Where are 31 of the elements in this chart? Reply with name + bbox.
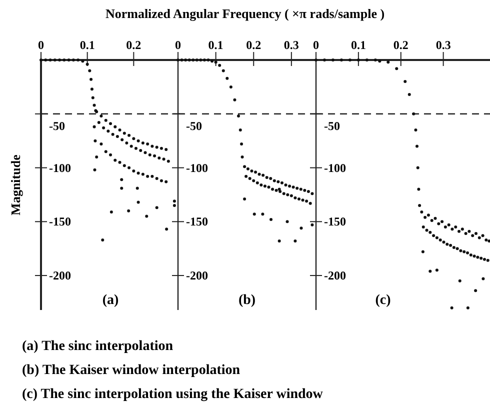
x-tick-label: 0.2 [393, 38, 408, 52]
text: (a) The sinc interpolation [22, 339, 174, 354]
x-tick-label: 0.2 [246, 38, 262, 52]
y-tick-label: -150 [49, 214, 71, 229]
x-tick-label: 0.1 [208, 38, 224, 52]
y-tick-label: -50 [324, 118, 340, 133]
y-tick-label: -200 [186, 268, 208, 283]
y-tick-label: -150 [324, 214, 346, 229]
x-tick-label: 0.1 [80, 38, 95, 52]
annotation: (c) [375, 293, 392, 308]
y-tick-label: -100 [324, 160, 346, 175]
y-tick-label: -200 [49, 268, 71, 283]
y-tick-label: -100 [49, 160, 71, 175]
x-tick-label: 0.1 [350, 38, 366, 52]
annotation: (b) [238, 293, 256, 308]
x-tick-label: 0 [38, 38, 44, 52]
text: (c) The sinc interpolation using the Kaiser window [22, 387, 324, 402]
x-tick-label: 0 [175, 38, 181, 52]
y-tick-label: -150 [186, 214, 208, 229]
y-tick-label: -50 [49, 118, 65, 133]
x-tick-label: 0.2 [126, 38, 142, 52]
y-tick-label: -100 [186, 160, 208, 175]
x-tick-label: 0 [313, 38, 319, 52]
x-axis-title: Normalized Angular Frequency ( ×π rads/sample ) [105, 6, 385, 21]
x-tick-label: 0.3 [284, 38, 299, 52]
y-axis-title: Magnitude [8, 154, 23, 216]
y-tick-label: -50 [186, 118, 202, 133]
text: (b) The Kaiser window interpolation [22, 363, 240, 378]
x-tick-label: 0.3 [436, 38, 451, 52]
annotation: (a) [102, 293, 119, 308]
y-tick-label: -200 [324, 268, 346, 283]
